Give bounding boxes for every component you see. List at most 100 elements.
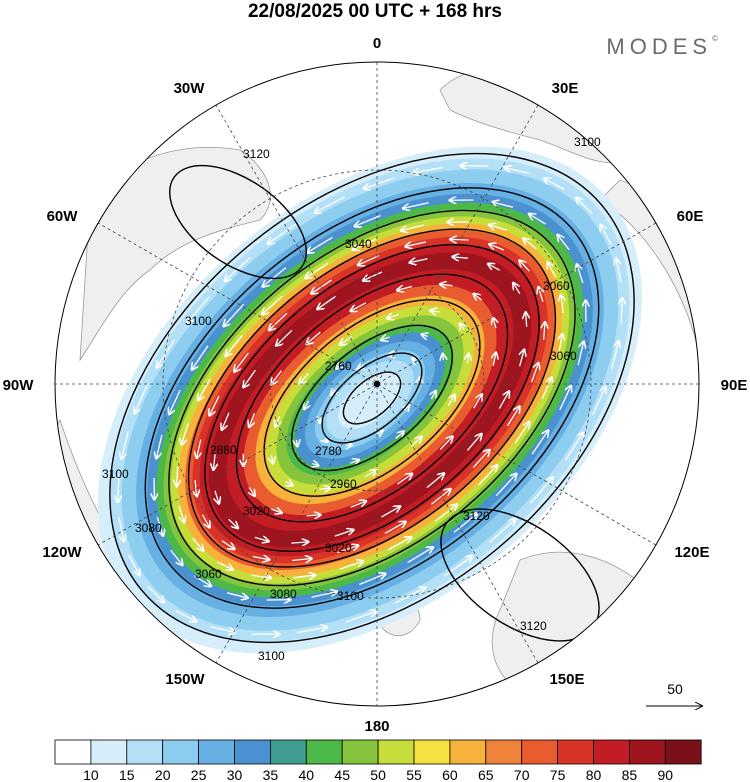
wind-vector	[460, 324, 464, 330]
wind-vector	[311, 279, 332, 294]
wind-vector	[592, 387, 606, 416]
colorbar-tick: 50	[370, 767, 386, 782]
wind-vector	[336, 361, 345, 369]
wind-vector	[319, 488, 330, 489]
lon-label-150e: 150E	[549, 671, 584, 688]
colorbar-swatch	[664, 739, 702, 765]
wind-vector	[430, 311, 440, 312]
contour-label: 3060	[195, 567, 222, 581]
colorbar-tick: 65	[478, 767, 494, 782]
wind-vector	[450, 239, 469, 240]
wind-vector	[610, 341, 619, 370]
wind-vector	[268, 223, 297, 244]
wind-vector	[217, 561, 232, 570]
wind-vector	[440, 284, 453, 285]
colorbar-tick: 55	[406, 767, 422, 782]
contour-label: 3020	[325, 541, 352, 555]
wind-vector	[311, 592, 337, 598]
contour-label: 3060	[543, 279, 570, 293]
wind-vector	[157, 339, 176, 368]
wind-vector	[397, 287, 413, 291]
contour-label: 2760	[325, 359, 352, 373]
wind-vector	[447, 395, 455, 406]
lon-label-180: 180	[364, 718, 389, 735]
colorbar-swatch	[629, 739, 666, 765]
lon-label-0: 0	[373, 35, 381, 52]
colorbar-swatch	[90, 739, 128, 765]
longitude-labels: 0 30E 60E 90E 120E 150E 180 150W 120W 90…	[3, 35, 748, 735]
wind-vector	[467, 354, 468, 364]
wind-vector	[221, 540, 234, 549]
wind-vector	[353, 238, 377, 249]
map-title: 22/08/2025 00 UTC + 168 hrs	[247, 1, 503, 22]
colorbar-tick: 70	[514, 767, 530, 782]
lon-label-90w: 90W	[3, 377, 35, 394]
wind-vector	[320, 418, 321, 423]
wind-vector	[121, 430, 130, 459]
wind-vector	[201, 514, 209, 528]
wind-vector	[413, 358, 416, 361]
colorbar-swatch	[162, 739, 199, 765]
wind-vector	[530, 477, 553, 504]
wind-vector	[355, 214, 381, 227]
wind-vector	[410, 259, 428, 263]
lon-label-120w: 120W	[42, 544, 82, 561]
wind-vector	[505, 168, 530, 174]
wind-vector	[529, 214, 546, 225]
wind-vector	[210, 626, 236, 633]
contour-label: 3080	[270, 587, 297, 601]
wind-vector	[523, 239, 537, 250]
contour-labels: 3120 3100 3040 3060 3060 2760 2780 2960 …	[102, 135, 601, 663]
wind-vector	[558, 235, 570, 251]
wind-vector	[541, 377, 551, 400]
contour-label: 3020	[243, 504, 270, 518]
graticule	[55, 62, 699, 706]
wind-vector	[315, 196, 345, 213]
colorbar-swatch	[593, 739, 630, 765]
lon-label-120e: 120E	[674, 544, 709, 561]
wind-vector	[377, 431, 383, 435]
contour-label: 3100	[185, 314, 212, 328]
wind-vector	[489, 225, 507, 231]
wind-vector	[175, 610, 196, 622]
colorbar	[54, 739, 702, 765]
wind-vector	[473, 394, 482, 409]
meridian-line	[97, 222, 657, 546]
wind-vector	[224, 303, 245, 326]
wind-vector	[304, 400, 308, 409]
wind-vector	[198, 378, 211, 400]
wind-vector	[169, 389, 181, 414]
wind-vector	[331, 390, 335, 395]
wind-vector	[544, 322, 545, 340]
contour-label: 3100	[258, 649, 285, 663]
wind-vector	[453, 513, 477, 533]
wind-vector	[403, 202, 429, 209]
colorbar-swatch	[269, 739, 307, 765]
lon-label-150w: 150W	[165, 671, 205, 688]
wind-vector	[306, 515, 321, 516]
polar-map-disk	[55, 62, 699, 706]
wind-vector	[192, 537, 203, 550]
wind-vector	[401, 224, 424, 230]
contour-line	[187, 228, 557, 568]
colorbar-tick: 60	[442, 767, 458, 782]
wind-vector	[350, 501, 366, 508]
wind-vector	[489, 244, 505, 251]
wind-vector	[307, 236, 333, 252]
colorbar-tick: 35	[263, 767, 279, 782]
colorbar-tick: 25	[191, 767, 207, 782]
wind-vector	[297, 627, 326, 634]
wind-vector	[410, 437, 421, 447]
wind-vector	[577, 264, 584, 284]
wind-vector	[439, 437, 452, 450]
lon-label-60e: 60E	[677, 208, 704, 225]
colorbar-tick: 15	[119, 767, 135, 782]
colorbar-tick: 85	[622, 767, 638, 782]
wind-vector	[395, 432, 404, 439]
wind-vector	[269, 312, 288, 330]
wind-vector	[513, 283, 521, 295]
wind-vector	[276, 415, 280, 426]
wind-vector	[559, 386, 571, 411]
wind-vector	[426, 473, 444, 489]
